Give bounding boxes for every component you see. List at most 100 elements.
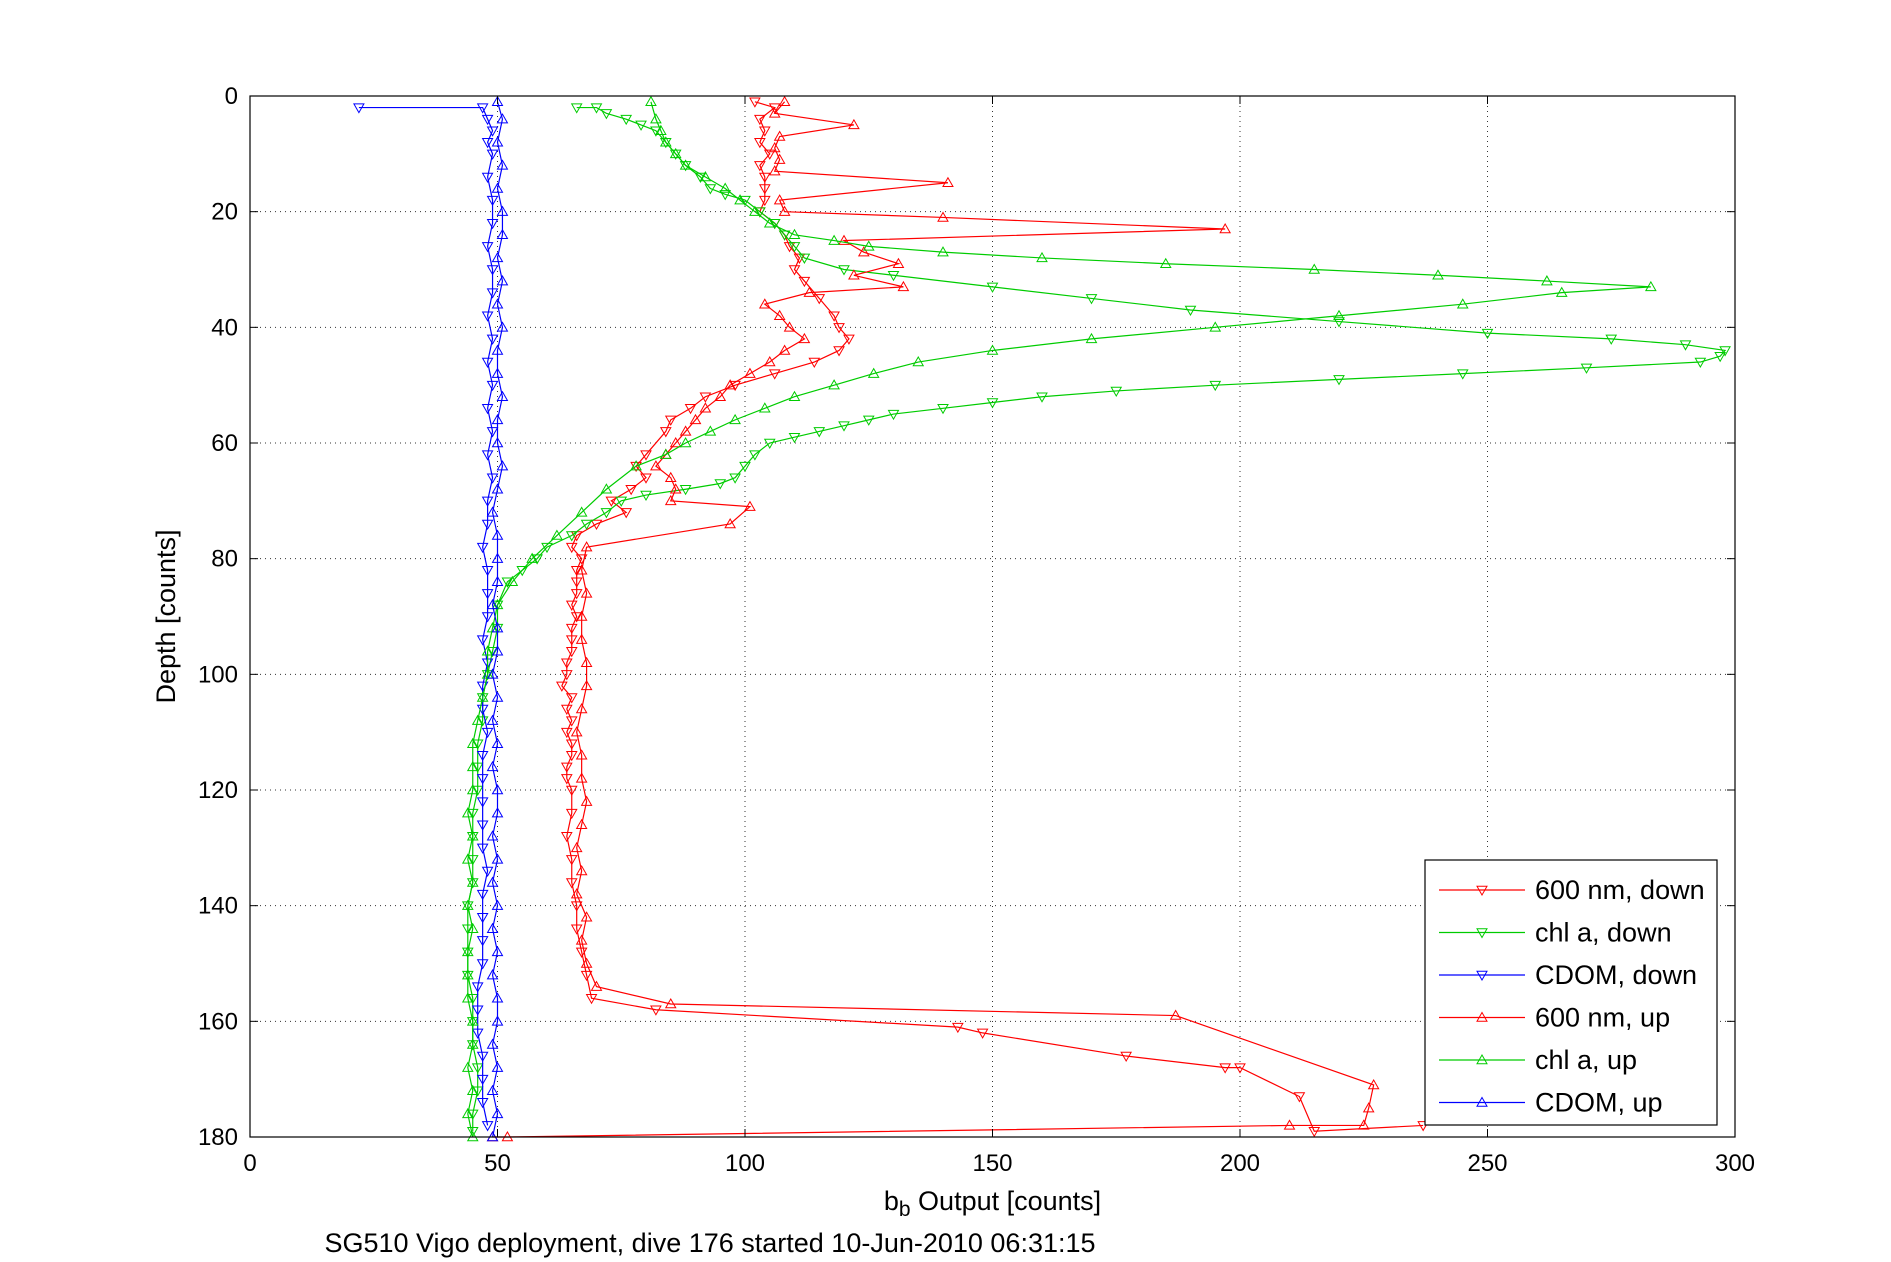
data-point [580,679,593,691]
data-point [565,878,578,889]
data-point [749,205,761,216]
data-point [580,656,593,668]
legend-item: CDOM, up [1439,1088,1663,1118]
data-point [714,479,727,490]
data-point [887,409,900,421]
data-point [758,402,771,413]
data-point [749,97,761,108]
data-point [1605,334,1618,345]
data-point [476,691,489,702]
data-point [862,240,875,251]
data-point [560,832,573,843]
data-point [833,346,845,357]
data-point [768,369,781,380]
data-point [481,242,494,253]
x-tick-label: 100 [725,1150,765,1177]
data-point [570,577,583,588]
data-point [912,356,925,367]
data-point [729,413,741,425]
legend-label: chl a, up [1535,1045,1637,1075]
data-point [664,997,677,1009]
data-point [481,311,494,322]
data-point [669,147,682,159]
data-point [471,785,484,797]
legend-item: 600 nm, up [1439,1003,1670,1033]
data-point [481,589,494,600]
data-point [1357,1119,1370,1130]
data-point [659,448,672,459]
data-point [833,323,845,334]
data-point [739,195,751,207]
data-point [729,473,741,484]
data-point [788,432,801,444]
data-point [486,195,499,207]
data-point [491,1107,504,1119]
data-point [486,506,499,517]
data-point [466,1015,479,1026]
data-point [565,693,578,704]
data-point [768,165,781,176]
data-point [590,103,603,114]
data-point [1169,1009,1182,1020]
data-point [1085,332,1098,344]
data-point [486,668,499,679]
data-point [560,762,573,773]
data-point [862,415,875,426]
data-point [476,912,489,924]
data-point [625,485,638,496]
data-point [828,234,840,245]
data-point [590,519,603,530]
series-line [467,106,1727,1132]
data-point [679,436,692,448]
data-point [555,681,568,692]
legend-box [1424,859,1718,1126]
data-point [491,691,504,702]
data-point [560,670,573,681]
data-point [937,404,949,415]
data-point [565,531,578,542]
data-point [694,172,707,183]
data-point [630,460,642,471]
data-point [486,830,499,841]
data-point [481,114,494,126]
data-point [481,1121,494,1132]
data-point [798,276,811,288]
data-point [466,830,479,841]
data-point [630,461,642,473]
y-tick-label: 180 [198,1124,238,1151]
data-point [783,321,796,332]
data-point [1432,269,1444,280]
legend-marker [1476,885,1488,897]
data-point [580,587,593,598]
data-point [659,427,672,438]
data-point [476,542,489,554]
data-point [461,947,474,958]
data-point [575,934,588,945]
data-point [1456,369,1469,380]
data-point [565,808,578,820]
data-point [461,992,474,1003]
data-point [758,298,771,309]
data-point [570,103,583,114]
y-tick-label: 40 [211,314,238,341]
data-point [758,184,771,195]
data-point [575,818,588,829]
data-point [560,774,573,785]
data-point [1644,280,1657,292]
data-point [461,1061,474,1072]
data-point [491,899,504,910]
data-point [476,1098,489,1109]
data-point [486,969,499,980]
data-point [466,1126,479,1138]
data-point [476,751,489,762]
data-point [838,234,850,245]
data-point [491,483,504,494]
data-point [1209,321,1222,332]
data-point [353,103,365,114]
data-point [486,876,499,887]
data-point [481,404,494,415]
data-point [560,727,573,739]
data-point [1308,1126,1321,1138]
data-point [659,136,672,147]
data-point [699,402,712,413]
